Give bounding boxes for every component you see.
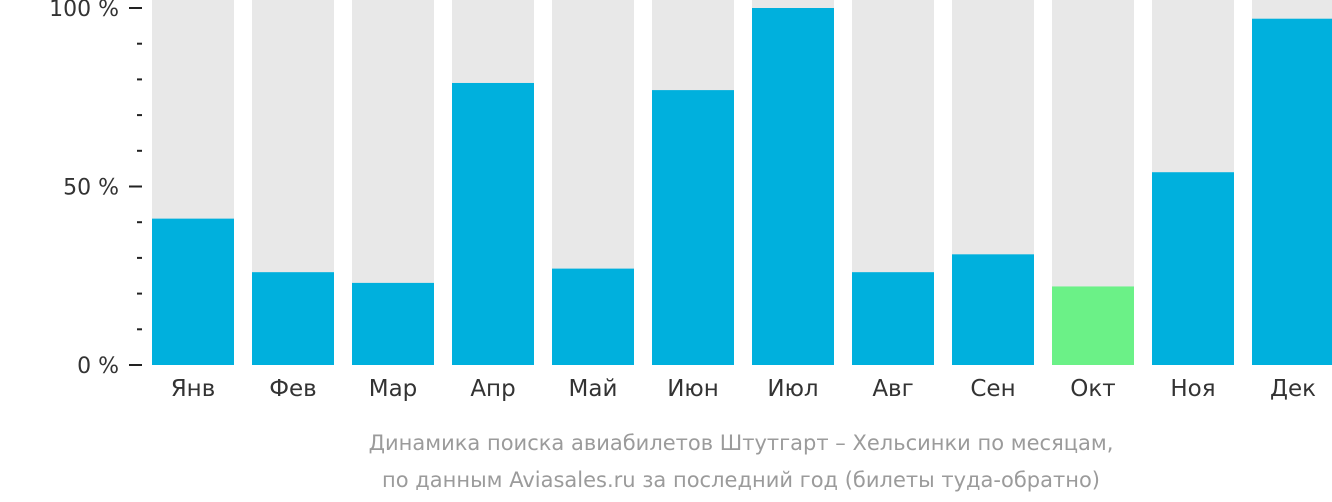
bar <box>1052 286 1134 365</box>
y-axis-tick-label: 100 % <box>49 0 119 22</box>
x-axis-category-label: Фев <box>269 376 317 402</box>
y-axis-tick-label: 50 % <box>63 176 119 201</box>
bar <box>152 218 234 365</box>
bar <box>552 268 634 365</box>
chart-caption-line-1: Динамика поиска авиабилетов Штутгарт – Х… <box>368 431 1114 455</box>
x-axis-category-label: Сен <box>970 376 1015 402</box>
x-axis-category-label: Май <box>569 376 618 402</box>
x-axis-category-label: Янв <box>171 376 216 402</box>
bar-chart: 0 % 50 % 100 % Янв Фев Мар Апр Май Июн Июл Авг Сен О… <box>49 0 1332 402</box>
x-axis-category-label: Апр <box>470 376 515 402</box>
x-axis-category-label: Ноя <box>1170 376 1215 402</box>
bar <box>1252 18 1332 366</box>
bar <box>452 82 534 365</box>
y-axis-tick-label: 0 % <box>77 354 119 379</box>
bar <box>352 282 434 365</box>
x-axis-category-label: Июл <box>767 376 818 402</box>
bar <box>1152 172 1234 365</box>
x-axis-category-label: Июн <box>667 376 719 402</box>
chart-caption-line-2: по данным Aviasales.ru за последний год … <box>382 468 1100 492</box>
x-axis-category-label: Авг <box>872 376 913 402</box>
bar <box>252 272 334 365</box>
x-axis-category-label: Дек <box>1270 376 1316 402</box>
x-axis-category-label: Окт <box>1070 376 1115 402</box>
x-axis-category-label: Мар <box>369 376 418 402</box>
bar <box>952 254 1034 365</box>
bar <box>752 8 834 365</box>
bar <box>852 272 934 365</box>
bar <box>652 90 734 366</box>
